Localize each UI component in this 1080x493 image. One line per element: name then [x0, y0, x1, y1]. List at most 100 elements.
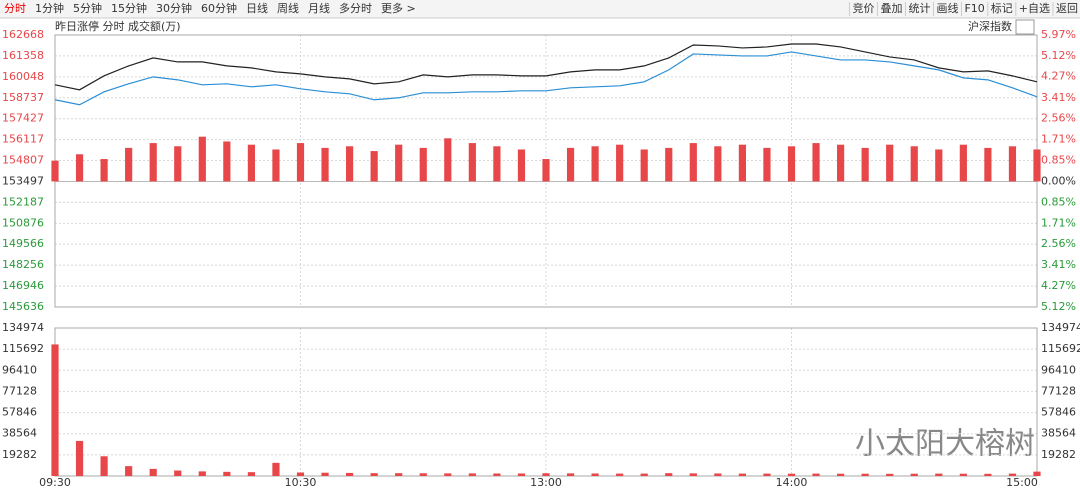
- bar: [566, 147, 575, 182]
- bar: [959, 473, 967, 476]
- y-tick-label: 160048: [2, 70, 44, 83]
- y-tick-label: 145636: [2, 300, 44, 313]
- y2-tick-label: 0.85%: [1041, 154, 1076, 167]
- legend-right: 沪深指数: [968, 19, 1012, 33]
- y-tick-label-right: 134974: [1041, 321, 1080, 334]
- toolbar-button[interactable]: 叠加: [880, 2, 902, 15]
- tab[interactable]: 周线: [277, 1, 299, 15]
- y-tick-label: 161358: [2, 49, 44, 62]
- bar: [738, 473, 746, 476]
- y2-tick-label: 5.97%: [1041, 28, 1076, 41]
- toolbar-button[interactable]: 画线: [936, 1, 958, 15]
- bar: [738, 144, 746, 182]
- tab[interactable]: 更多 >: [381, 1, 416, 15]
- bar: [395, 473, 403, 476]
- bar: [247, 144, 255, 182]
- y-tick-label: 38564: [2, 427, 37, 440]
- y2-tick-label: 0.00%: [1041, 174, 1076, 187]
- bar: [542, 159, 550, 182]
- bar: [861, 473, 869, 476]
- y-tick-label: 152187: [2, 195, 44, 208]
- bar: [247, 472, 255, 476]
- tab[interactable]: 5分钟: [73, 1, 102, 15]
- toolbar-button[interactable]: 统计: [908, 2, 930, 15]
- index-toggle[interactable]: [1015, 19, 1035, 35]
- y-tick-label: 57846: [2, 406, 37, 419]
- tab[interactable]: 30分钟: [156, 1, 192, 15]
- bar: [517, 149, 526, 182]
- bar: [714, 146, 722, 182]
- y-tick-label: 156117: [2, 133, 44, 146]
- bar: [75, 440, 84, 476]
- bar: [419, 473, 427, 476]
- bar: [812, 143, 820, 182]
- bar: [321, 472, 329, 476]
- bar: [910, 146, 918, 182]
- bar: [444, 138, 452, 182]
- tab[interactable]: 1分钟: [35, 1, 64, 15]
- bar: [984, 147, 992, 182]
- bar: [763, 473, 771, 476]
- tab[interactable]: 分时: [4, 2, 26, 15]
- y-tick-label-right: 57846: [1041, 406, 1076, 419]
- bar: [566, 473, 575, 476]
- bar: [616, 144, 624, 182]
- y-tick-label-right: 96410: [1041, 363, 1076, 376]
- toolbar-button[interactable]: 标记: [991, 1, 1013, 15]
- y-tick-label: 149566: [2, 237, 44, 250]
- y-tick-label: 115692: [2, 342, 44, 355]
- bar: [591, 146, 599, 182]
- x-tick-label: 14:00: [776, 476, 808, 489]
- bar: [223, 471, 231, 476]
- y-tick-label: 148256: [2, 258, 44, 271]
- bar: [935, 473, 943, 476]
- bar: [370, 151, 378, 182]
- bar: [51, 344, 59, 476]
- y2-tick-label: 5.12%: [1041, 49, 1076, 62]
- bar: [125, 466, 133, 476]
- bar: [665, 473, 673, 476]
- price-line: [54, 43, 1038, 91]
- y-tick-label-right: 19282: [1041, 448, 1076, 461]
- bar: [272, 462, 280, 476]
- tab[interactable]: 15分钟: [111, 1, 147, 15]
- bar: [174, 470, 182, 476]
- toolbar-button[interactable]: 返回: [1056, 2, 1078, 15]
- y2-tick-label: 3.41%: [1041, 258, 1076, 271]
- toolbar-button[interactable]: F10: [964, 2, 984, 15]
- y-tick-label: 19282: [2, 448, 37, 461]
- bar: [714, 473, 722, 476]
- bar: [1033, 471, 1041, 476]
- y-tick-label: 162668: [2, 28, 44, 41]
- tab[interactable]: 60分钟: [201, 1, 237, 15]
- tab[interactable]: 多分时: [339, 1, 372, 15]
- bar: [787, 146, 796, 182]
- y-tick-label: 158737: [2, 91, 44, 104]
- y2-tick-label: 1.71%: [1041, 132, 1076, 145]
- bar: [100, 159, 108, 182]
- tab[interactable]: 日线: [246, 1, 268, 15]
- toolbar-button[interactable]: +自选: [1019, 2, 1050, 15]
- bar: [861, 147, 869, 182]
- bar: [886, 473, 894, 476]
- bar: [419, 147, 427, 182]
- toolbar-button[interactable]: 竞价: [852, 1, 874, 15]
- y-tick-label: 96410: [2, 363, 37, 376]
- legend-left: 昨日涨停 分时 成交额(万): [55, 19, 181, 33]
- toolbar-bg: [0, 0, 1080, 18]
- bar: [174, 146, 182, 182]
- x-tick-label: 15:00: [1006, 476, 1038, 489]
- bar: [517, 473, 526, 476]
- bar: [689, 473, 697, 476]
- tab[interactable]: 月线: [308, 1, 330, 15]
- x-tick-label: 10:30: [285, 476, 317, 489]
- bar: [542, 473, 550, 476]
- bar: [370, 473, 378, 476]
- bar: [198, 471, 206, 476]
- bar: [591, 473, 599, 476]
- bar: [198, 136, 206, 182]
- y-tick-label-right: 38564: [1041, 427, 1076, 440]
- y2-tick-label: 2.56%: [1041, 112, 1076, 125]
